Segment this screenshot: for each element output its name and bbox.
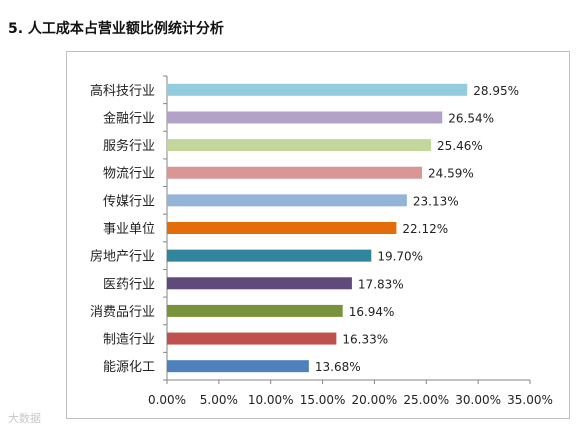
x-tick-label: 25.00% — [403, 393, 449, 407]
bar — [167, 139, 432, 152]
data-label: 13.68% — [315, 360, 361, 374]
x-tick-label: 30.00% — [455, 393, 501, 407]
bar — [167, 277, 352, 290]
data-label: 24.59% — [428, 167, 474, 181]
data-label: 16.33% — [342, 333, 388, 347]
x-tick-label: 15.00% — [300, 393, 346, 407]
category-label: 制造行业 — [103, 333, 155, 348]
bar — [167, 83, 468, 96]
data-label: 19.70% — [377, 250, 423, 264]
bar — [167, 249, 372, 262]
data-label: 28.95% — [473, 84, 519, 98]
data-label: 16.94% — [349, 305, 395, 319]
category-label: 医药行业 — [103, 277, 155, 292]
page-title: 5. 人工成本占营业额比例统计分析 — [8, 21, 224, 37]
bar — [167, 360, 309, 373]
bar — [167, 332, 337, 345]
bar — [167, 222, 397, 234]
category-label: 物流行业 — [103, 167, 155, 182]
category-label: 能源化工 — [103, 360, 155, 375]
data-label: 25.46% — [437, 139, 483, 153]
x-tick-label: 10.00% — [248, 393, 294, 407]
data-label: 17.83% — [358, 277, 404, 291]
category-label: 消费品行业 — [90, 305, 155, 320]
data-label: 26.54% — [448, 111, 494, 125]
category-label: 服务行业 — [103, 138, 155, 154]
bar — [167, 166, 423, 179]
category-label: 金融行业 — [103, 110, 155, 126]
x-tick-label: 5.00% — [200, 393, 238, 407]
bar — [167, 194, 407, 207]
category-label: 事业单位 — [103, 222, 155, 237]
x-tick-label: 20.00% — [352, 393, 398, 407]
category-label: 传媒行业 — [103, 194, 155, 209]
category-label: 高科技行业 — [90, 83, 155, 99]
x-tick-label: 35.00% — [507, 393, 553, 407]
data-label: 22.12% — [402, 222, 448, 236]
chart-frame — [66, 51, 570, 419]
category-label: 房地产行业 — [90, 249, 155, 265]
watermark: 大数据 — [8, 412, 41, 425]
x-tick-label: 0.00% — [148, 393, 186, 407]
bar — [167, 111, 443, 124]
data-label: 23.13% — [413, 194, 459, 208]
bar — [167, 304, 343, 317]
